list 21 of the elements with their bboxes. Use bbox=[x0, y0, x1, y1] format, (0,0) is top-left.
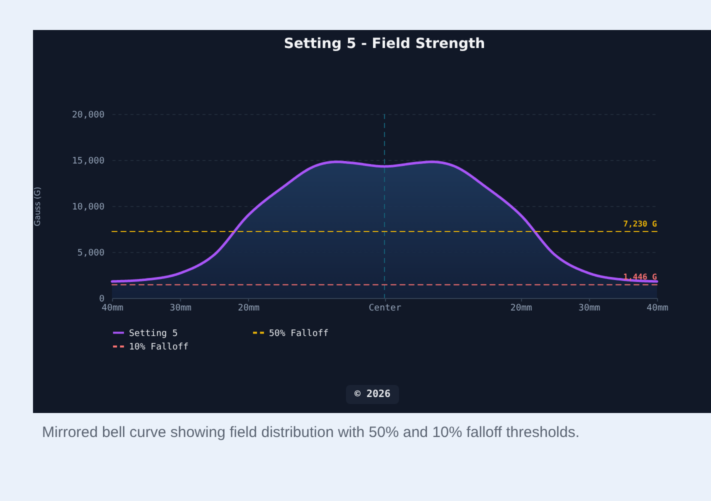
y-tick-label: 5,000 bbox=[77, 248, 104, 258]
y-tick-label: 10,000 bbox=[72, 202, 104, 212]
x-tick-label: 30mm bbox=[170, 304, 192, 314]
annotation: 7,230 G bbox=[623, 219, 658, 228]
x-tick-label: 40mm bbox=[646, 304, 668, 314]
x-tick-label: 40mm bbox=[102, 304, 124, 314]
x-tick-label: 20mm bbox=[510, 304, 532, 314]
chart-title: Setting 5 - Field Strength bbox=[284, 36, 486, 52]
legend-label: Setting 5 bbox=[129, 328, 178, 339]
legend-label: 10% Falloff bbox=[129, 342, 189, 352]
x-tick-label: 20mm bbox=[238, 304, 260, 314]
y-axis-title: Gauss (G) bbox=[32, 186, 42, 226]
legend-label: 50% Falloff bbox=[269, 328, 329, 339]
y-tick-label: 15,000 bbox=[72, 156, 104, 166]
text: © 2026 bbox=[346, 385, 399, 404]
x-tick-label: Center bbox=[368, 304, 402, 314]
y-tick-label: 0 bbox=[99, 294, 104, 304]
text: Mirrored bell curve showing field distribution with 50% and 10% falloff thresholds. bbox=[42, 423, 581, 443]
y-tick-label: 20,000 bbox=[72, 110, 104, 120]
annotation: 1,446 G bbox=[623, 272, 658, 282]
x-tick-label: 30mm bbox=[578, 304, 600, 314]
